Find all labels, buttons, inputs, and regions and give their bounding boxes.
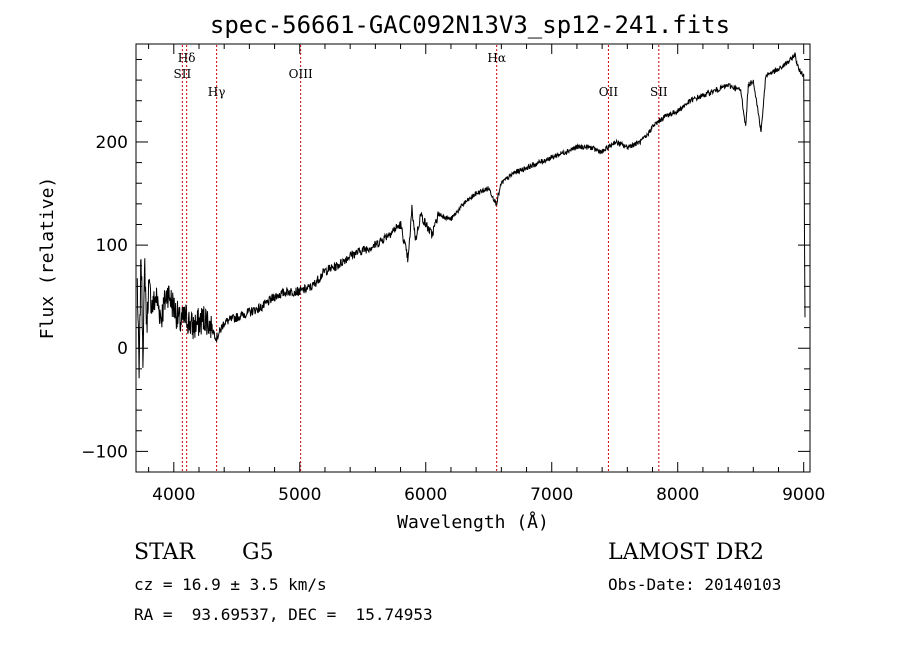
plot-frame bbox=[135, 43, 811, 473]
x-tick-label: 8000 bbox=[656, 485, 699, 505]
spectral-line-label: Hα bbox=[487, 51, 506, 65]
y-tick-label: 200 bbox=[96, 133, 128, 153]
x-tick-label: 7000 bbox=[530, 485, 573, 505]
spectral-line-label: OIII bbox=[289, 67, 313, 81]
y-axis-label: Flux (relative) bbox=[37, 177, 58, 340]
spectral-line-markers: Hδ SII Hγ OIII Hα OII SII bbox=[174, 45, 668, 471]
x-tick-label: 4000 bbox=[152, 485, 195, 505]
y-tick-label: 0 bbox=[117, 339, 128, 359]
spectrum-series-line bbox=[136, 52, 806, 379]
redshift-text: cz = 16.9 ± 3.5 km/s bbox=[134, 575, 327, 594]
y-tick-label: 100 bbox=[96, 236, 128, 256]
spectral-line-label: OII bbox=[599, 85, 619, 99]
x-tick-label: 9000 bbox=[782, 485, 825, 505]
chart-title: spec-56661-GAC092N13V3_sp12-241.fits bbox=[210, 11, 730, 39]
object-subclass: G5 bbox=[242, 540, 274, 565]
x-tick-label: 6000 bbox=[404, 485, 447, 505]
x-tick-label: 5000 bbox=[278, 485, 321, 505]
obs-date-text: Obs-Date: 20140103 bbox=[608, 575, 782, 594]
y-axis: −100 0 100 200 bbox=[81, 58, 810, 462]
spectral-line-label: Hγ bbox=[208, 85, 226, 99]
y-tick-label: −100 bbox=[81, 442, 128, 462]
spectral-line-label: SII bbox=[650, 85, 668, 99]
x-axis: 4000 5000 6000 7000 8000 9000 bbox=[148, 44, 825, 505]
coordinates-text: RA = 93.69537, DEC = 15.74953 bbox=[134, 605, 433, 624]
x-axis-label: Wavelength (Å) bbox=[397, 511, 549, 533]
spectral-line-label: Hδ bbox=[178, 51, 196, 65]
object-class: STAR bbox=[134, 540, 195, 565]
survey-name: LAMOST DR2 bbox=[608, 540, 764, 565]
spectral-line-label: SII bbox=[174, 67, 192, 81]
